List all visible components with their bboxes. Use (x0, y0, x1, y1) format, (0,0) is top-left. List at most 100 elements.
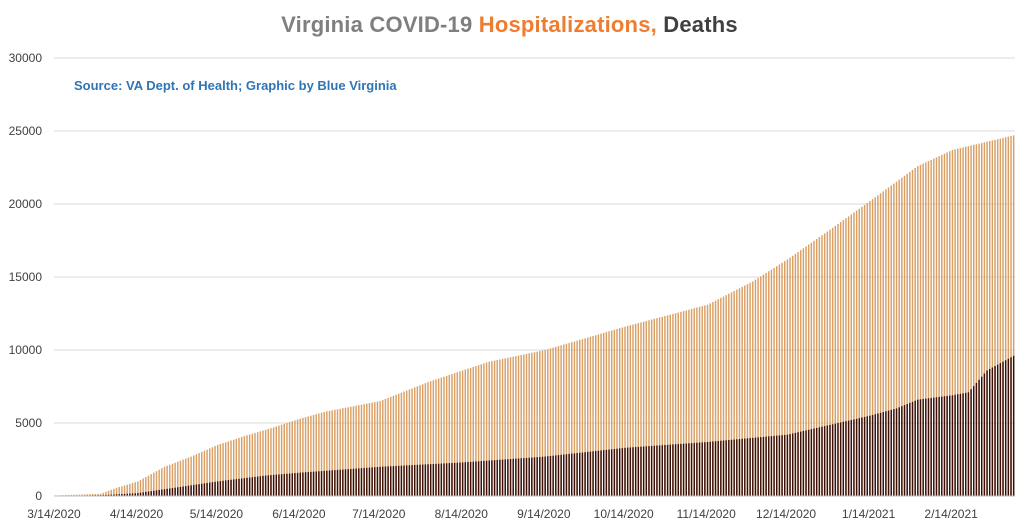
hospitalizations-bar (701, 306, 703, 496)
hospitalizations-bar (770, 269, 773, 496)
deaths-bar (302, 472, 304, 496)
deaths-bar (621, 448, 624, 496)
hospitalizations-bar (469, 367, 472, 496)
deaths-bar (448, 463, 451, 496)
deaths-bar (171, 488, 174, 496)
hospitalizations-bar (517, 355, 520, 496)
hospitalizations-bar (251, 433, 254, 496)
deaths-bar (107, 494, 110, 496)
deaths-bar (408, 465, 411, 496)
deaths-bar (280, 474, 283, 496)
hospitalizations-bar (504, 358, 506, 496)
deaths-bar (110, 494, 112, 496)
deaths-bar (781, 435, 783, 496)
hospitalizations-bar (206, 449, 208, 496)
deaths-bar (941, 396, 943, 496)
hospitalizations-bar (270, 428, 272, 496)
hospitalizations-bar (765, 272, 767, 496)
hospitalizations-bar (477, 365, 480, 496)
hospitalizations-bar (693, 308, 695, 496)
hospitalizations-bar (549, 348, 552, 496)
hospitalizations-bar (177, 461, 179, 496)
hospitalizations-bar (996, 139, 999, 496)
deaths-bar (469, 461, 472, 496)
hospitalizations-bar (350, 406, 352, 496)
hospitalizations-bar (581, 339, 584, 496)
deaths-bar (224, 480, 227, 496)
deaths-bar (411, 465, 413, 496)
deaths-bar (501, 459, 504, 496)
hospitalizations-bar (853, 212, 855, 496)
deaths-bar (600, 450, 602, 496)
hospitalizations-bar (296, 419, 299, 496)
x-tick-label: 2/14/2021 (924, 507, 978, 521)
deaths-bar (208, 482, 211, 496)
x-tick-label: 12/14/2020 (756, 507, 816, 521)
deaths-bar (895, 408, 898, 496)
hospitalizations-bar (648, 320, 650, 496)
deaths-bar (150, 491, 152, 496)
hospitalizations-bar (696, 307, 698, 496)
deaths-bar (736, 439, 738, 496)
hospitalizations-bar (464, 369, 467, 496)
deaths-bar (914, 400, 916, 496)
deaths-bar (823, 426, 826, 496)
deaths-bar (163, 489, 166, 496)
deaths-bar (826, 425, 829, 496)
deaths-bar (557, 455, 560, 496)
hospitalizations-bar (541, 350, 544, 496)
deaths-bar (853, 419, 855, 496)
deaths-bar (610, 449, 613, 496)
deaths-bar (525, 457, 528, 496)
hospitalizations-bar (374, 402, 376, 496)
deaths-bar (211, 482, 214, 496)
deaths-bar (701, 442, 703, 496)
deaths-bar (440, 463, 443, 496)
deaths-bar (419, 464, 421, 496)
hospitalizations-bar (568, 342, 570, 496)
hospitalizations-bar (797, 252, 799, 496)
deaths-bar (746, 438, 749, 496)
deaths-bar (810, 429, 813, 496)
deaths-bar (983, 373, 986, 496)
deaths-bar (901, 406, 903, 496)
deaths-bar (485, 460, 488, 496)
hospitalizations-bar (677, 312, 679, 496)
hospitalizations-bar (988, 141, 991, 496)
deaths-bar (949, 395, 951, 496)
hospitalizations-bar (600, 333, 602, 496)
deaths-bar (666, 444, 669, 496)
hospitalizations-bar (411, 388, 413, 496)
deaths-bar (584, 452, 586, 496)
deaths-bar (328, 470, 331, 496)
hospitalizations-bar (634, 323, 637, 496)
deaths-bar (291, 473, 293, 496)
deaths-bar (922, 398, 924, 496)
deaths-bar (547, 456, 549, 496)
deaths-bar (845, 421, 847, 496)
deaths-bar (656, 445, 658, 496)
hospitalizations-bar (757, 278, 759, 496)
hospitalizations-bar (829, 229, 831, 496)
deaths-bar (954, 394, 956, 496)
hospitalizations-bar (246, 435, 248, 496)
deaths-bar (1002, 361, 1004, 496)
x-tick-label: 4/14/2020 (110, 507, 164, 521)
x-tick-label: 5/14/2020 (190, 507, 244, 521)
hospitalizations-bar (493, 360, 496, 496)
deaths-bar (805, 430, 807, 496)
deaths-bar (552, 455, 554, 496)
deaths-bar (283, 473, 285, 496)
deaths-bar (182, 486, 184, 496)
hospitalizations-bar (121, 486, 123, 496)
deaths-bar (579, 452, 581, 496)
deaths-bar (230, 479, 232, 496)
hospitalizations-bar (736, 289, 738, 496)
x-tick-label: 10/14/2020 (594, 507, 654, 521)
deaths-bar (203, 483, 206, 496)
deaths-bar (360, 468, 363, 496)
hospitalizations-bar (413, 387, 416, 496)
hospitalizations-bar (248, 434, 251, 496)
deaths-bar (131, 493, 134, 496)
y-tick-label: 20000 (9, 197, 43, 211)
